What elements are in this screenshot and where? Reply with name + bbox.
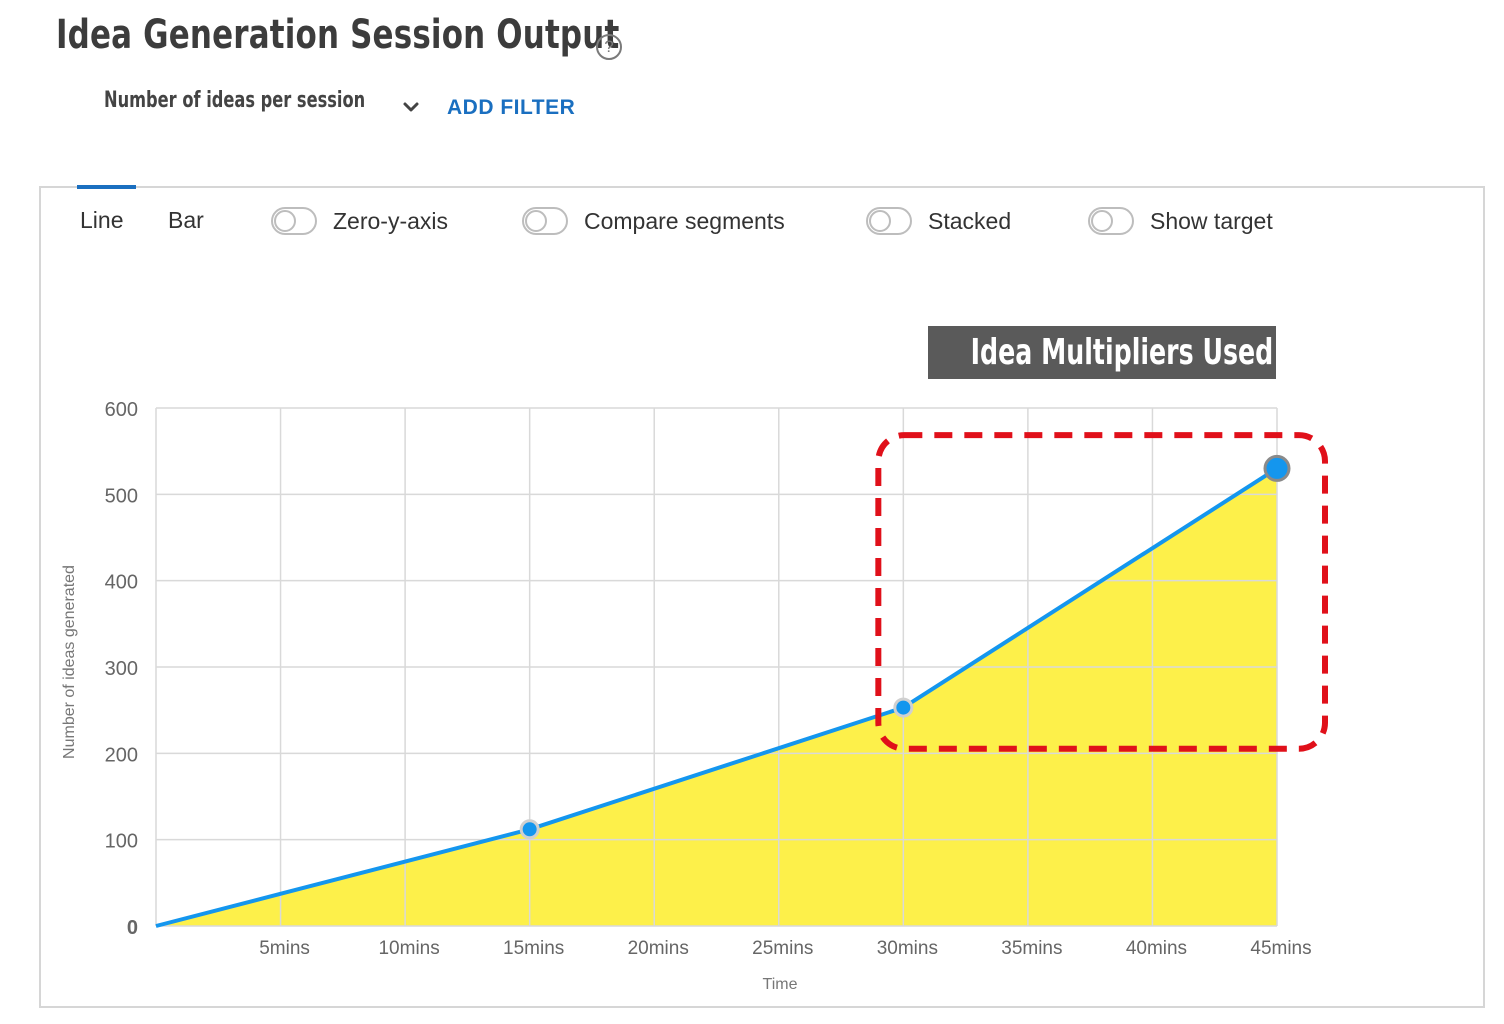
x-tick-label: 25mins bbox=[752, 938, 813, 959]
x-tick-label: 15mins bbox=[503, 938, 564, 959]
x-tick-label: 20mins bbox=[628, 938, 689, 959]
y-tick-label: 100 bbox=[105, 831, 138, 853]
toggle-switch[interactable] bbox=[1088, 207, 1134, 235]
x-tick-label: 40mins bbox=[1126, 938, 1187, 959]
annotation-text: Idea Multipliers Used bbox=[970, 332, 1274, 373]
tab-bar[interactable]: Bar bbox=[168, 207, 204, 233]
toggle-switch[interactable] bbox=[271, 207, 317, 235]
toggle-switch[interactable] bbox=[866, 207, 912, 235]
y-tick-label: 400 bbox=[105, 572, 138, 594]
x-tick-label: 45mins bbox=[1250, 938, 1311, 959]
toggle-knob bbox=[525, 210, 547, 232]
toggle-label: Show target bbox=[1150, 207, 1273, 234]
toggle-stacked[interactable]: Stacked bbox=[866, 205, 1011, 237]
page-title: Idea Generation Session Output bbox=[56, 12, 620, 58]
y-tick-label: 500 bbox=[105, 485, 138, 507]
x-tick-label: 30mins bbox=[877, 938, 938, 959]
toggle-zero-y-axis[interactable]: Zero-y-axis bbox=[271, 205, 448, 237]
annotation-label: Idea Multipliers Used bbox=[928, 326, 1276, 379]
help-icon[interactable]: ? bbox=[596, 34, 622, 60]
toggle-compare-segments[interactable]: Compare segments bbox=[522, 205, 785, 237]
toggle-show-target[interactable]: Show target bbox=[1088, 205, 1273, 237]
x-tick-label: 10mins bbox=[378, 938, 439, 959]
highlight-region bbox=[875, 432, 1328, 752]
chart-panel bbox=[39, 186, 1485, 1008]
data-point bbox=[1263, 454, 1291, 482]
toggle-label: Stacked bbox=[928, 207, 1012, 234]
active-tab-indicator bbox=[77, 185, 136, 189]
y-tick-label: 600 bbox=[105, 399, 138, 421]
toggle-knob bbox=[1091, 210, 1113, 232]
x-tick-label: 35mins bbox=[1001, 938, 1062, 959]
toggle-label: Zero-y-axis bbox=[333, 207, 449, 234]
add-filter-button[interactable]: ADD FILTER bbox=[447, 96, 576, 119]
toggle-switch[interactable] bbox=[522, 207, 568, 235]
toggle-label: Compare segments bbox=[584, 207, 785, 234]
data-point bbox=[893, 697, 914, 718]
y-tick-label: 200 bbox=[105, 744, 138, 766]
x-axis-title: Time bbox=[763, 976, 798, 993]
area-fill bbox=[156, 468, 1277, 926]
series-line bbox=[155, 466, 1279, 928]
toggle-knob bbox=[274, 210, 296, 232]
metric-selector[interactable]: Number of ideas per session bbox=[104, 88, 366, 113]
y-tick-label: 300 bbox=[105, 658, 138, 680]
tab-line[interactable]: Line bbox=[80, 207, 124, 233]
x-tick-label: 5mins bbox=[259, 938, 310, 959]
y-tick-label: 0 bbox=[127, 917, 138, 939]
chevron-down-icon[interactable] bbox=[402, 98, 420, 116]
y-axis-title: Number of ideas generated bbox=[61, 565, 78, 759]
data-point bbox=[519, 819, 540, 840]
toggle-knob bbox=[869, 210, 891, 232]
